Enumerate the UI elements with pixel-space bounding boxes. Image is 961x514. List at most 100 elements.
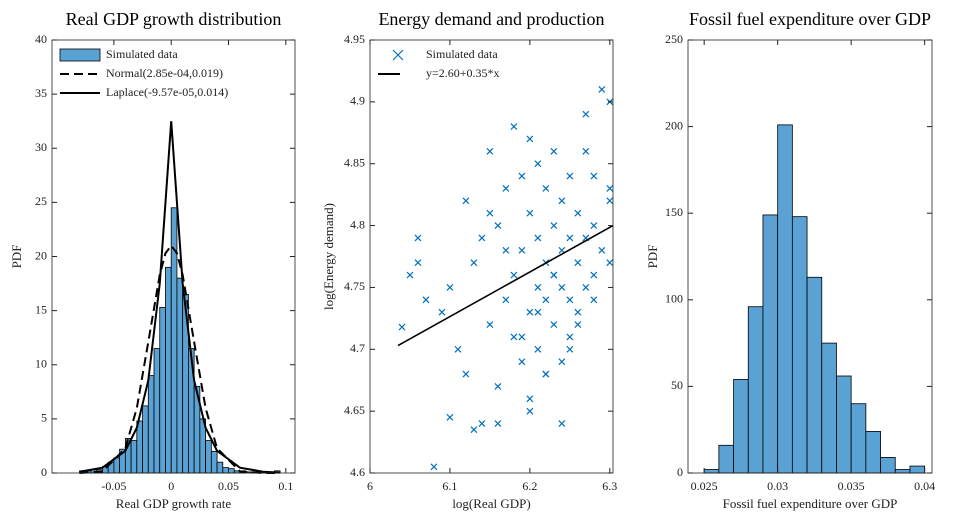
scatter-point [590, 271, 598, 279]
scatter-point [510, 271, 518, 279]
scatter-point [566, 296, 574, 304]
y-tick-label: 4.85 [344, 155, 365, 169]
x-tick-label: 6.1 [442, 479, 457, 493]
scatter-point [518, 246, 526, 254]
legend-label: Normal(2.85e-04,0.019) [106, 66, 223, 80]
scatter-point [430, 463, 438, 471]
scatter-point [566, 333, 574, 341]
scatter-point [574, 321, 582, 328]
panel: Energy demand and production log(Real GDP… [321, 9, 617, 511]
panel: Real GDP growth distribution Real GDP gro… [9, 9, 296, 511]
scatter-point [534, 234, 542, 242]
scatter-point [510, 123, 518, 131]
y-tick-label: 4.75 [344, 279, 365, 293]
scatter-point [566, 345, 574, 353]
scatter-point [550, 321, 558, 328]
histogram-bar [703, 469, 720, 474]
x-tick-label: 6.3 [602, 479, 617, 493]
x-axis-label: Real GDP growth rate [116, 496, 232, 511]
scatter-point [438, 308, 446, 316]
scatter-point [486, 147, 494, 155]
histogram-bar [210, 450, 218, 474]
x-tick-label: 0.1 [278, 479, 293, 493]
y-tick-label: 100 [665, 292, 683, 306]
histogram-bar [894, 469, 911, 474]
histogram-bar [791, 216, 808, 474]
scatter-point [550, 147, 558, 155]
chart-title: Fossil fuel expenditure over GDP [689, 9, 931, 29]
scatter-point [454, 345, 462, 353]
histogram-bar [142, 405, 149, 474]
chart-title: Energy demand and production [378, 9, 604, 29]
x-tick-label: 6.2 [522, 479, 537, 493]
histogram-bar [147, 375, 155, 474]
scatter-point [502, 296, 510, 304]
scatter-point [582, 147, 590, 155]
x-tick-label: 0 [168, 479, 174, 493]
scatter-point [574, 259, 582, 267]
scatter-point [446, 284, 454, 291]
y-tick-label: 250 [665, 32, 683, 46]
scatter-point [518, 358, 526, 366]
scatter-point [478, 420, 486, 427]
legend-swatch [392, 49, 404, 61]
histogram-bar [222, 467, 229, 474]
scatter-point [534, 160, 542, 168]
scatter-point [606, 185, 614, 192]
scatter-point [590, 172, 598, 180]
scatter-point [558, 284, 566, 291]
y-tick-label: 30 [35, 140, 47, 154]
plot-area [370, 40, 613, 473]
scatter-point [494, 382, 502, 390]
scatter-point [590, 222, 598, 229]
histogram-bar [153, 348, 161, 474]
scatter-point [582, 284, 590, 291]
scatter-point [534, 345, 542, 353]
legend-label: Simulated data [426, 47, 498, 61]
histogram-bar [176, 277, 184, 474]
y-tick-label: 4.6 [350, 465, 365, 479]
scatter-point [590, 296, 598, 304]
scatter-point [470, 259, 478, 267]
y-tick-label: 50 [671, 378, 683, 392]
histogram-bar [777, 124, 793, 474]
y-tick-label: 4.7 [350, 341, 365, 355]
y-tick-label: 4.8 [350, 217, 365, 231]
fit-curve [79, 121, 281, 474]
panel: Fossil fuel expenditure over GDP Fossil f… [645, 9, 935, 511]
histogram-bar [130, 440, 138, 474]
scatter-point [446, 413, 454, 421]
scatter-point [494, 420, 502, 427]
y-tick-label: 40 [35, 32, 47, 46]
legend-label: Simulated data [106, 47, 178, 61]
legend-label: y=2.60+0.35*x [426, 66, 500, 80]
histogram-bar [113, 457, 121, 474]
scatter-point [462, 197, 470, 205]
legend-label: Laplace(-9.57e-05,0.014) [106, 85, 228, 99]
y-tick-label: 20 [35, 248, 47, 262]
scatter-point [542, 185, 550, 192]
x-tick-label: 0.035 [838, 479, 865, 493]
y-tick-label: 150 [665, 205, 683, 219]
scatter-point [550, 271, 558, 279]
legend-swatch [59, 48, 101, 62]
y-tick-label: 0 [41, 465, 47, 479]
histogram-bar [718, 444, 734, 474]
scatter-point [486, 321, 494, 328]
histogram-bar [136, 420, 143, 474]
y-tick-label: 35 [35, 86, 47, 100]
histogram-bar [762, 214, 779, 474]
y-tick-label: 0 [677, 465, 683, 479]
histogram-bar [865, 431, 881, 474]
scatter-point [462, 370, 470, 378]
scatter-point [526, 209, 534, 217]
scatter-point [518, 333, 526, 341]
scatter-point [518, 172, 526, 180]
y-tick-label: 5 [41, 411, 47, 425]
x-tick-label: -0.05 [101, 479, 126, 493]
scatter-point [510, 333, 518, 341]
axes-frame [687, 39, 933, 474]
scatter-point [582, 110, 590, 118]
